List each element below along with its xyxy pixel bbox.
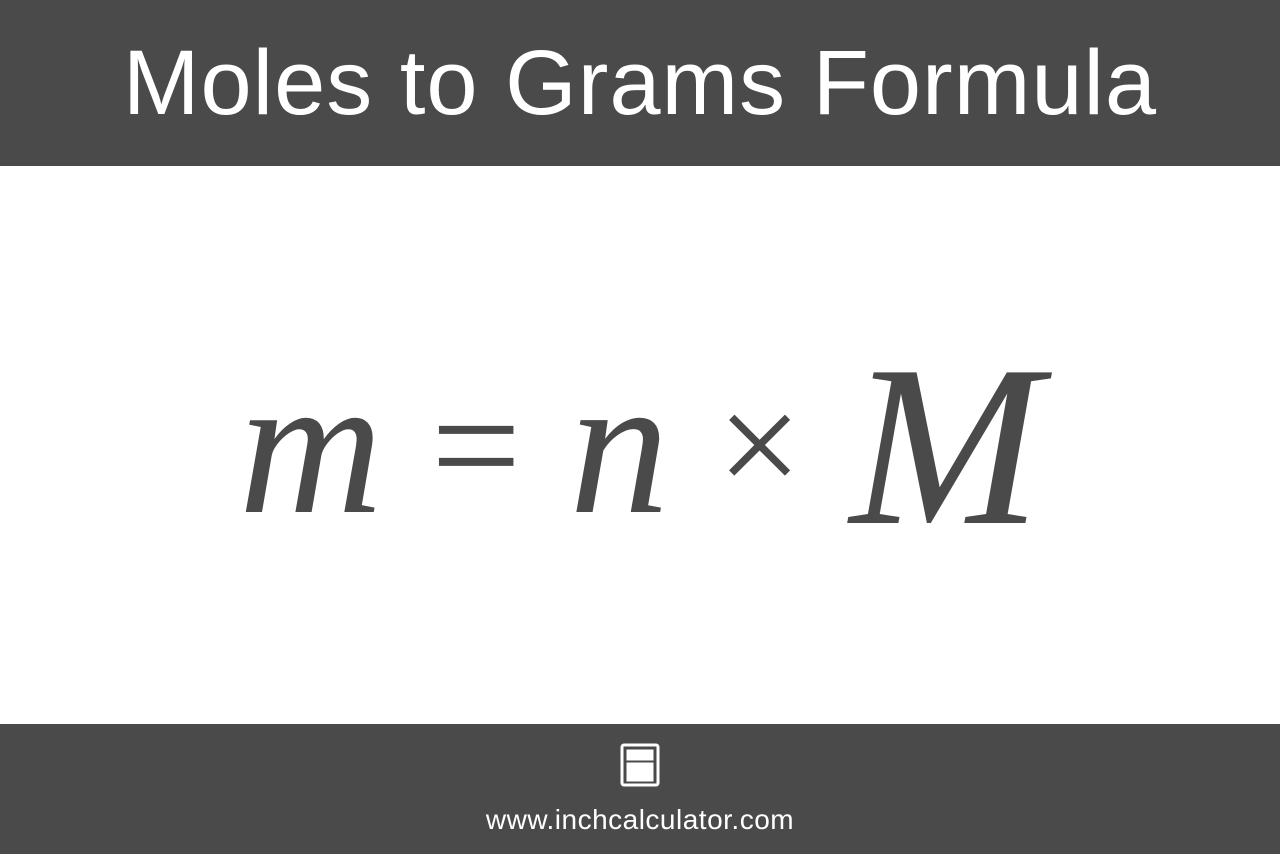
header-bar: Moles to Grams Formula	[0, 0, 1280, 170]
page-title: Moles to Grams Formula	[123, 31, 1157, 136]
formula-container: m = n × M	[0, 170, 1280, 720]
times-operator: ×	[717, 359, 802, 531]
variable-mass: m	[239, 331, 383, 560]
variable-molar-mass: M	[850, 313, 1042, 578]
footer-bar: www.inchcalculator.com	[0, 720, 1280, 854]
variable-moles: n	[569, 331, 669, 560]
formula-equation: m = n × M	[239, 313, 1042, 578]
calculator-icon	[618, 743, 662, 792]
footer-url: www.inchcalculator.com	[486, 804, 794, 836]
equals-operator: =	[431, 353, 521, 538]
